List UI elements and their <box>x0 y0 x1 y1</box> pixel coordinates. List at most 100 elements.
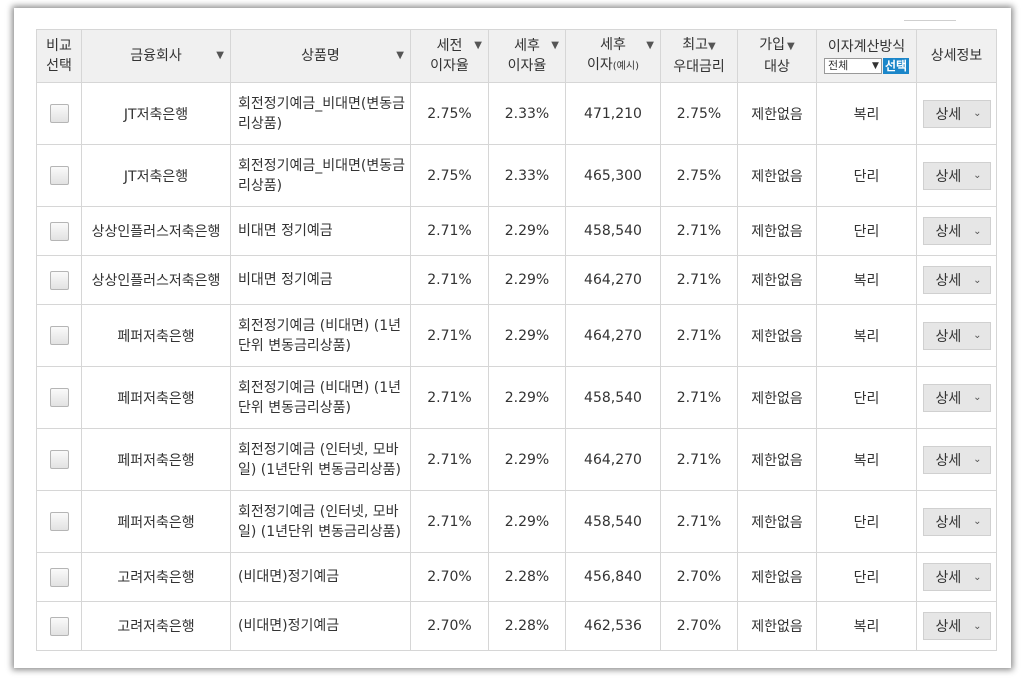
product-name[interactable]: 회전정기예금 (인터넷, 모바일) (1년단위 변동금리상품) <box>238 503 401 540</box>
detail-button[interactable]: 상세 ⌄ <box>922 266 991 294</box>
header-max-rate[interactable]: 최고▼ 우대금리 <box>660 29 738 83</box>
compare-checkbox[interactable] <box>49 567 69 587</box>
detail-button[interactable]: 상세 ⌄ <box>922 321 991 350</box>
pretax-rate-cell: 2.75% <box>410 144 489 207</box>
calc-method: 단리 <box>853 390 880 407</box>
join-target: 제한없음 <box>751 619 803 635</box>
aftertax-interest-cell: 464,270 <box>565 255 661 305</box>
compare-checkbox[interactable] <box>49 512 69 531</box>
pretax-rate-cell: 2.75% <box>410 82 489 145</box>
detail-button[interactable]: 상세 ⌄ <box>922 507 991 536</box>
pretax-rate: 2.71% <box>427 272 472 288</box>
aftertax-rate-cell: 2.29% <box>488 206 566 256</box>
header-aftertax-line2: 이자율 <box>507 58 547 74</box>
sort-down-icon[interactable]: ▼ <box>708 41 716 52</box>
compare-checkbox[interactable] <box>49 388 69 407</box>
header-product-label: 상품명 <box>301 48 340 64</box>
header-max-line1: 최고 <box>682 37 709 53</box>
detail-button[interactable]: 상세 ⌄ <box>922 161 991 190</box>
compare-cell <box>36 304 82 367</box>
detail-button[interactable]: 상세 ⌄ <box>922 445 991 474</box>
header-calc-label: 이자계산방식 <box>827 39 906 55</box>
table-row: 상상인플러스저축은행 비대면 정기예금 2.71% 2.29% 464,270 2.71%… <box>36 255 997 305</box>
compare-checkbox[interactable] <box>49 616 69 636</box>
product-cell: 회전정기예금 (인터넷, 모바일) (1년단위 변동금리상품) <box>230 428 411 491</box>
sort-down-icon[interactable]: ▼ <box>216 50 224 61</box>
product-cell: (비대면)정기예금 <box>230 552 411 602</box>
max-rate-cell: 2.70% <box>660 552 738 602</box>
product-name[interactable]: 회전정기예금 (비대면) (1년단위 변동금리상품) <box>238 317 401 354</box>
max-rate-cell: 2.71% <box>660 255 738 305</box>
compare-checkbox[interactable] <box>49 450 69 469</box>
compare-checkbox[interactable] <box>49 221 69 241</box>
header-pretax-rate[interactable]: 세전 이자율 ▼ <box>410 29 489 83</box>
sort-down-icon[interactable]: ▼ <box>551 40 559 51</box>
calc-method-apply-button[interactable]: 선택 <box>882 58 910 74</box>
product-cell: (비대면)정기예금 <box>230 601 411 651</box>
company-name: 상상인플러스저축은행 <box>91 273 221 289</box>
calc-method-cell: 복리 <box>816 601 917 651</box>
product-name[interactable]: (비대면)정기예금 <box>238 569 340 585</box>
product-cell: 회전정기예금 (비대면) (1년단위 변동금리상품) <box>230 304 411 367</box>
aftertax-interest-cell: 458,540 <box>565 490 661 553</box>
join-target-cell: 제한없음 <box>737 304 817 367</box>
compare-cell <box>36 82 82 145</box>
compare-checkbox[interactable] <box>49 270 69 290</box>
product-name[interactable]: 회전정기예금 (비대면) (1년단위 변동금리상품) <box>238 379 401 416</box>
join-target: 제한없음 <box>751 328 803 345</box>
product-cell: 회전정기예금 (인터넷, 모바일) (1년단위 변동금리상품) <box>230 490 411 553</box>
product-name[interactable]: (비대면)정기예금 <box>238 618 340 634</box>
join-target: 제한없음 <box>751 452 803 469</box>
sort-down-icon[interactable]: ▼ <box>396 50 404 61</box>
calc-method: 복리 <box>853 273 880 289</box>
aftertax-interest-cell: 462,536 <box>565 601 661 651</box>
detail-cell: 상세 ⌄ <box>916 601 997 651</box>
max-rate: 2.71% <box>676 223 722 239</box>
pretax-rate: 2.75% <box>427 105 472 122</box>
company-name: 페퍼저축은행 <box>117 452 195 469</box>
join-target-cell: 제한없음 <box>737 255 817 305</box>
calc-method-cell: 복리 <box>816 255 917 305</box>
aftertax-rate-cell: 2.28% <box>488 601 566 651</box>
max-rate-cell: 2.71% <box>660 428 738 491</box>
aftertax-rate: 2.29% <box>504 223 550 239</box>
compare-checkbox[interactable] <box>49 326 69 345</box>
detail-button[interactable]: 상세 ⌄ <box>922 383 991 412</box>
compare-cell <box>36 144 82 207</box>
header-aftertax-interest[interactable]: 세후 이자(예시) ▼ <box>565 29 661 83</box>
pretax-rate: 2.71% <box>427 451 472 468</box>
join-target-cell: 제한없음 <box>737 490 817 553</box>
compare-checkbox[interactable] <box>49 166 69 185</box>
aftertax-interest: 456,840 <box>584 569 642 585</box>
max-rate: 2.71% <box>676 389 722 406</box>
detail-button[interactable]: 상세 ⌄ <box>922 563 991 591</box>
product-name[interactable]: 비대면 정기예금 <box>238 272 333 288</box>
compare-checkbox[interactable] <box>49 104 69 123</box>
calc-method-select[interactable]: 전체 ▼ <box>823 58 882 74</box>
header-aftertax-rate[interactable]: 세후 이자율 ▼ <box>488 29 566 83</box>
table-row: 상상인플러스저축은행 비대면 정기예금 2.71% 2.29% 458,540 2.71%… <box>36 206 997 256</box>
company-cell: 페퍼저축은행 <box>81 428 231 491</box>
table-header-row: 비교 선택 금융회사 ▼ 상품명 ▼ 세전 이자율 ▼ 세후 이자율 ▼ 세후 이자(예… <box>36 29 997 83</box>
sort-down-icon[interactable]: ▼ <box>787 41 795 52</box>
detail-button[interactable]: 상세 ⌄ <box>922 99 991 128</box>
product-name[interactable]: 비대면 정기예금 <box>238 223 333 239</box>
aftertax-rate-cell: 2.28% <box>488 552 566 602</box>
aftertax-rate-cell: 2.33% <box>488 144 566 207</box>
detail-button[interactable]: 상세 ⌄ <box>922 217 991 245</box>
header-join-target[interactable]: 가입 ▼ 대상 <box>737 29 817 83</box>
header-product[interactable]: 상품명 ▼ <box>230 29 411 83</box>
product-name[interactable]: 회전정기예금_비대면(변동금리상품) <box>238 157 406 194</box>
join-target: 제한없음 <box>751 570 803 586</box>
detail-button-label: 상세 <box>935 570 962 586</box>
pretax-rate-cell: 2.70% <box>410 552 489 602</box>
join-target-cell: 제한없음 <box>737 206 817 256</box>
product-name[interactable]: 회전정기예금 (인터넷, 모바일) (1년단위 변동금리상품) <box>238 441 401 478</box>
header-company[interactable]: 금융회사 ▼ <box>81 29 231 83</box>
sort-down-icon[interactable]: ▼ <box>474 40 482 51</box>
detail-button[interactable]: 상세 ⌄ <box>922 612 991 640</box>
sort-down-icon[interactable]: ▼ <box>646 40 654 51</box>
aftertax-rate-cell: 2.29% <box>488 255 566 305</box>
detail-cell: 상세 ⌄ <box>916 428 997 491</box>
product-name[interactable]: 회전정기예금_비대면(변동금리상품) <box>238 95 406 132</box>
